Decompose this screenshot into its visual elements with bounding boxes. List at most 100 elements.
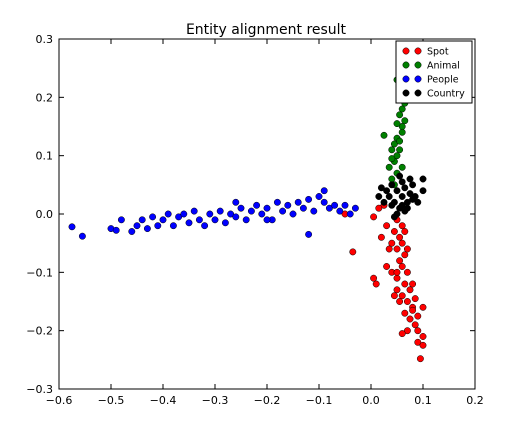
point-spot (390, 292, 398, 300)
point-people (289, 210, 297, 218)
point-people (185, 219, 193, 227)
point-animal (388, 175, 396, 183)
point-spot (396, 298, 404, 305)
x-tick-label: 0.0 (362, 394, 380, 407)
point-spot (393, 268, 401, 276)
point-people (227, 210, 235, 218)
point-spot (419, 303, 427, 311)
point-people (331, 201, 339, 209)
point-spot (416, 355, 424, 363)
point-country (385, 193, 393, 200)
legend: Spot Animal People Country (395, 40, 473, 104)
point-people (216, 207, 224, 215)
point-spot (414, 327, 422, 335)
legend-label: Animal (427, 61, 460, 72)
point-people (232, 213, 240, 221)
point-people (294, 198, 302, 206)
point-spot (406, 315, 414, 323)
point-country (398, 201, 406, 209)
point-spot (372, 280, 380, 288)
x-tick-label: −0.1 (306, 394, 333, 407)
legend-marker (402, 75, 410, 83)
point-spot (383, 263, 391, 270)
point-people (201, 222, 209, 230)
point-country (419, 187, 427, 195)
x-tick-label: 0.1 (414, 394, 432, 407)
point-people (320, 198, 328, 206)
point-spot (409, 280, 417, 288)
legend-marker (414, 47, 422, 55)
point-spot (401, 228, 409, 235)
point-people (273, 198, 281, 206)
point-animal (393, 120, 401, 128)
point-spot (401, 309, 409, 317)
x-tick-label: −0.4 (150, 394, 177, 407)
point-spot (393, 274, 401, 282)
point-spot (390, 228, 398, 235)
point-people (305, 230, 313, 238)
point-people (263, 216, 271, 224)
point-spot (414, 312, 422, 320)
point-spot (370, 274, 378, 282)
point-country (388, 201, 396, 209)
y-tick-label: 0.0 (36, 208, 54, 221)
point-spot (403, 245, 411, 253)
point-people (299, 204, 307, 212)
point-spot (385, 245, 393, 253)
legend-marker (402, 61, 410, 69)
legend-label: Spot (427, 47, 449, 58)
point-spot (393, 245, 401, 253)
y-tick-label: −0.2 (26, 325, 53, 338)
point-country (377, 184, 385, 192)
y-tick-label: 0.1 (36, 150, 54, 163)
point-animal (390, 140, 398, 148)
point-country (396, 172, 404, 180)
point-people (221, 219, 229, 227)
y-tick-label: 0.2 (36, 91, 54, 104)
chart-title: Entity alignment result (186, 22, 347, 38)
y-tick-label: 0.3 (36, 33, 54, 46)
point-animal (388, 146, 396, 154)
point-country (393, 187, 401, 195)
point-people (263, 204, 271, 212)
point-people (351, 204, 359, 212)
point-people (206, 210, 214, 218)
point-people (232, 198, 240, 206)
point-spot (370, 213, 378, 221)
legend-marker (402, 89, 410, 97)
point-spot (419, 333, 427, 340)
point-country (414, 198, 422, 206)
point-people (305, 195, 313, 203)
point-people (253, 201, 261, 209)
point-spot (398, 239, 406, 247)
point-spot (401, 280, 409, 288)
point-people (68, 223, 76, 231)
point-people (211, 216, 219, 224)
point-animal (396, 111, 404, 119)
point-spot (419, 341, 427, 349)
point-country (383, 187, 391, 195)
point-people (279, 207, 287, 215)
point-people (164, 210, 172, 218)
x-tick-label: −0.3 (202, 394, 229, 407)
point-people (320, 187, 328, 195)
point-spot (349, 248, 357, 256)
point-country (406, 190, 414, 198)
x-tick-label: −0.6 (46, 394, 73, 407)
point-spot (403, 298, 411, 305)
legend-label: People (427, 75, 459, 86)
point-spot (403, 327, 411, 335)
point-spot (398, 330, 406, 338)
point-country (398, 178, 406, 186)
point-spot (409, 306, 417, 314)
point-people (258, 210, 266, 218)
point-country (388, 181, 396, 189)
point-people (242, 216, 250, 224)
point-animal (401, 117, 409, 125)
point-animal (385, 163, 393, 171)
point-people (310, 207, 318, 215)
point-people (341, 201, 349, 209)
point-spot (414, 338, 422, 346)
point-animal (396, 146, 404, 154)
legend-marker (414, 61, 422, 69)
